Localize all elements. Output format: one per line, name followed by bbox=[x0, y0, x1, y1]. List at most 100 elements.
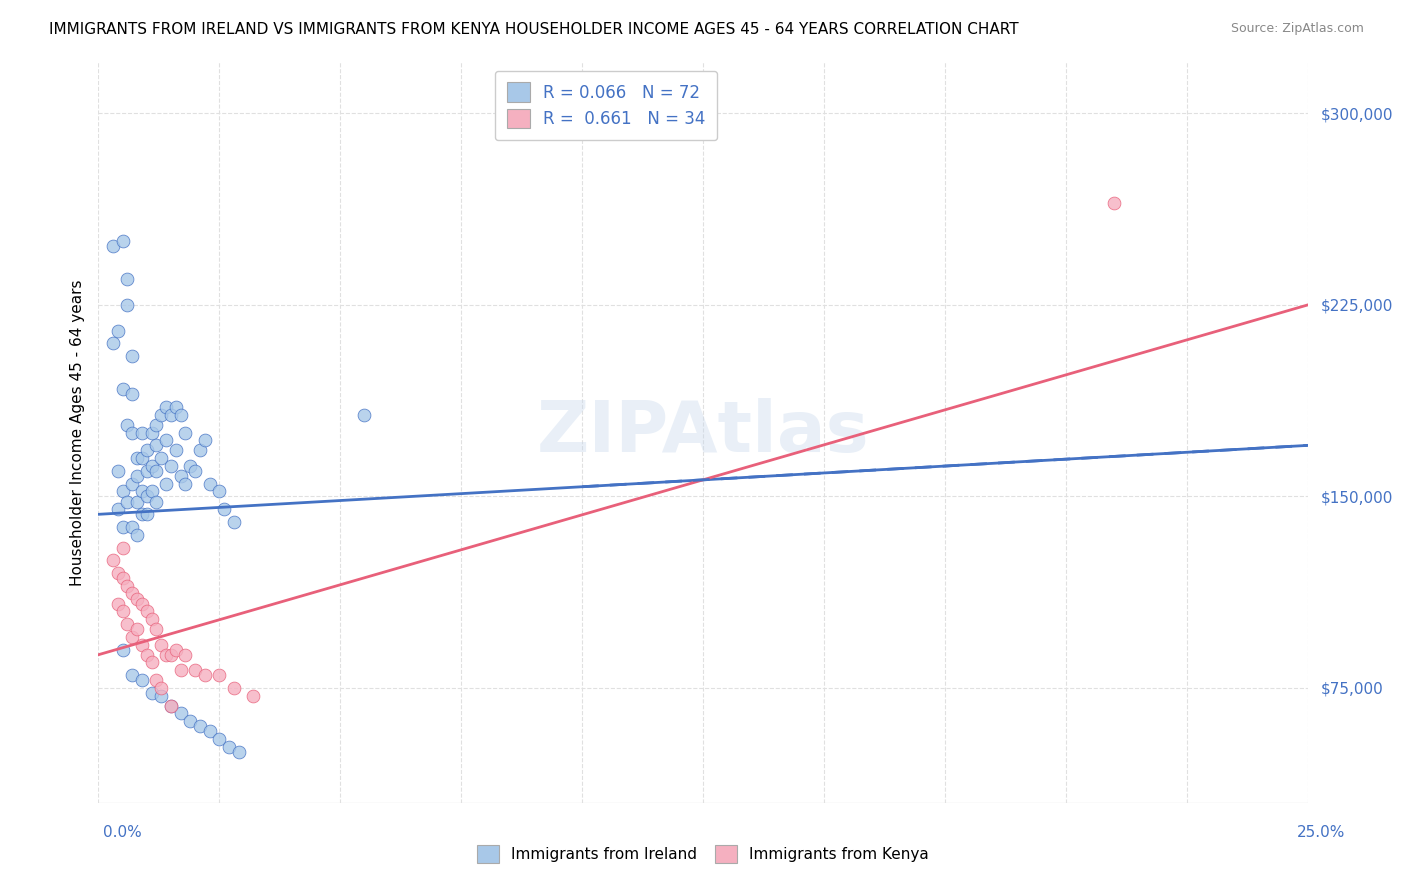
Point bbox=[145, 673, 167, 688]
Point bbox=[121, 630, 143, 644]
Text: 0.0%: 0.0% bbox=[103, 825, 142, 839]
Point bbox=[107, 502, 129, 516]
Point bbox=[101, 553, 124, 567]
Point bbox=[127, 591, 149, 606]
Point bbox=[121, 668, 143, 682]
Point bbox=[135, 490, 157, 504]
Point bbox=[169, 469, 191, 483]
Point bbox=[150, 638, 173, 652]
Point bbox=[111, 382, 134, 396]
Point bbox=[111, 234, 134, 248]
Point bbox=[131, 451, 153, 466]
Point bbox=[117, 417, 139, 432]
Point bbox=[188, 719, 211, 733]
Point bbox=[135, 648, 157, 662]
Point bbox=[150, 408, 173, 422]
Point bbox=[111, 541, 134, 555]
Point bbox=[155, 648, 177, 662]
Point bbox=[127, 622, 149, 636]
Point bbox=[107, 324, 129, 338]
Point bbox=[127, 469, 149, 483]
Point bbox=[127, 451, 149, 466]
Point bbox=[121, 520, 143, 534]
Point bbox=[141, 458, 163, 473]
Point bbox=[101, 336, 124, 351]
Point bbox=[131, 484, 153, 499]
Point bbox=[145, 438, 167, 452]
Point bbox=[174, 476, 197, 491]
Point bbox=[111, 642, 134, 657]
Point bbox=[107, 464, 129, 478]
Point bbox=[111, 520, 134, 534]
Point bbox=[212, 502, 235, 516]
Point bbox=[111, 571, 134, 585]
Point bbox=[155, 400, 177, 414]
Point bbox=[174, 648, 197, 662]
Point bbox=[208, 731, 231, 746]
Point bbox=[165, 400, 187, 414]
Point bbox=[107, 597, 129, 611]
Point bbox=[121, 425, 143, 440]
Point bbox=[179, 458, 201, 473]
Point bbox=[150, 681, 173, 695]
Point bbox=[160, 698, 183, 713]
Point bbox=[150, 451, 173, 466]
Point bbox=[145, 417, 167, 432]
Point bbox=[155, 434, 177, 448]
Y-axis label: Householder Income Ages 45 - 64 years: Householder Income Ages 45 - 64 years bbox=[69, 279, 84, 586]
Point bbox=[131, 425, 153, 440]
Point bbox=[194, 434, 217, 448]
Point bbox=[117, 617, 139, 632]
Text: IMMIGRANTS FROM IRELAND VS IMMIGRANTS FROM KENYA HOUSEHOLDER INCOME AGES 45 - 64: IMMIGRANTS FROM IRELAND VS IMMIGRANTS FR… bbox=[49, 22, 1019, 37]
Point bbox=[165, 443, 187, 458]
Point bbox=[169, 408, 191, 422]
Point bbox=[208, 484, 231, 499]
Point bbox=[121, 387, 143, 401]
Point bbox=[135, 508, 157, 522]
Text: ZIPAtlas: ZIPAtlas bbox=[537, 398, 869, 467]
Point bbox=[184, 663, 207, 677]
Point bbox=[121, 586, 143, 600]
Point bbox=[194, 668, 217, 682]
Text: 25.0%: 25.0% bbox=[1298, 825, 1346, 839]
Point bbox=[117, 579, 139, 593]
Point bbox=[222, 681, 245, 695]
Point bbox=[127, 527, 149, 541]
Point bbox=[160, 408, 183, 422]
Point bbox=[174, 425, 197, 440]
Text: Source: ZipAtlas.com: Source: ZipAtlas.com bbox=[1230, 22, 1364, 36]
Point bbox=[160, 648, 183, 662]
Point bbox=[198, 724, 221, 739]
Point bbox=[222, 515, 245, 529]
Point bbox=[121, 349, 143, 363]
Point bbox=[131, 638, 153, 652]
Point bbox=[141, 656, 163, 670]
Point bbox=[242, 689, 264, 703]
Point bbox=[107, 566, 129, 580]
Point bbox=[141, 686, 163, 700]
Point bbox=[165, 642, 187, 657]
Point bbox=[141, 484, 163, 499]
Point bbox=[353, 408, 375, 422]
Point bbox=[184, 464, 207, 478]
Point bbox=[141, 612, 163, 626]
Point bbox=[135, 443, 157, 458]
Legend: Immigrants from Ireland, Immigrants from Kenya: Immigrants from Ireland, Immigrants from… bbox=[471, 839, 935, 869]
Point bbox=[131, 508, 153, 522]
Point bbox=[135, 464, 157, 478]
Point bbox=[121, 476, 143, 491]
Point bbox=[145, 464, 167, 478]
Point bbox=[198, 476, 221, 491]
Point bbox=[111, 604, 134, 618]
Point bbox=[160, 458, 183, 473]
Point bbox=[117, 298, 139, 312]
Point bbox=[169, 663, 191, 677]
Point bbox=[131, 597, 153, 611]
Point bbox=[188, 443, 211, 458]
Point bbox=[145, 622, 167, 636]
Point bbox=[1102, 195, 1125, 210]
Point bbox=[218, 739, 240, 754]
Point bbox=[117, 494, 139, 508]
Point bbox=[155, 476, 177, 491]
Point bbox=[179, 714, 201, 728]
